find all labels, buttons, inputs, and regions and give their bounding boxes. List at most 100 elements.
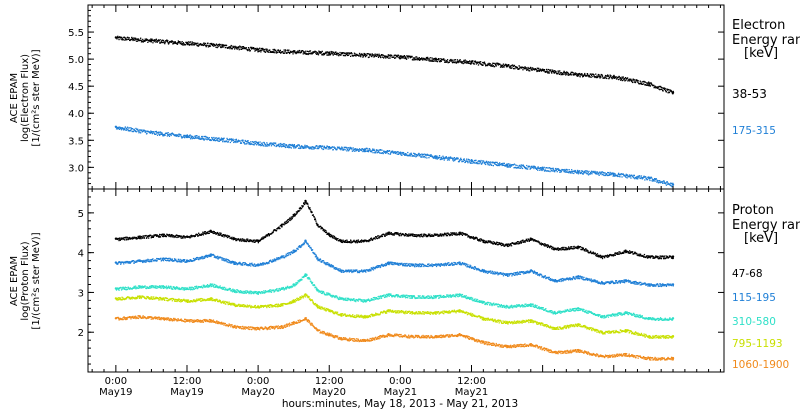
data-point [581,74,583,76]
data-point [345,269,347,271]
data-point [390,261,392,263]
data-point [229,261,231,263]
data-point [645,82,648,84]
data-point [286,144,288,147]
data-point [395,262,397,264]
data-point [274,52,276,54]
data-point [388,150,391,152]
data-point [550,71,552,73]
data-point [338,268,340,270]
data-point [544,71,546,73]
data-point [530,67,532,69]
data-point [541,243,543,245]
data-point [648,177,651,180]
data-point [602,173,604,175]
data-point [394,57,396,59]
data-point [663,181,665,183]
data-point [423,155,425,158]
data-point [506,165,508,167]
data-point [537,70,539,72]
data-point [114,125,118,128]
data-point [235,46,237,48]
data-point [446,232,448,234]
data-point [598,74,600,76]
data-point [409,153,411,155]
data-point [262,48,265,50]
data-point [219,232,221,234]
data-point [176,134,179,136]
data-point [546,70,548,72]
data-point [671,91,675,94]
data-point [259,263,261,266]
data-point [599,256,601,258]
data-point [347,54,349,57]
data-point [264,143,266,145]
data-point [378,151,380,154]
data-point [584,172,586,174]
data-point [221,257,223,259]
data-point [228,46,231,48]
data-point [405,56,407,59]
data-point [273,145,276,147]
data-point [224,47,226,49]
data-point [143,129,145,131]
data-point [346,269,348,272]
data-point [176,236,178,239]
data-point [237,140,239,143]
data-point [373,148,375,150]
data-point [421,57,423,60]
data-point [562,248,565,251]
data-point [282,255,284,257]
data-point [255,264,257,266]
data-point [367,270,369,272]
data-point [209,45,212,47]
data-point [331,265,333,267]
data-point [216,46,218,49]
data-point [255,140,257,143]
data-point [446,157,448,159]
data-point [459,159,461,161]
data-point [204,232,206,235]
data-point [294,215,296,217]
data-point [212,44,214,47]
data-point [260,238,262,241]
data-point [202,44,204,47]
data-point [573,248,575,250]
data-point [558,70,560,72]
data-point [372,239,374,241]
data-point [469,264,471,266]
data-point [425,234,427,236]
data-point [278,51,280,53]
data-point [455,61,457,63]
data-point [257,51,259,53]
data-point [310,147,312,149]
data-point [288,147,290,149]
data-point [581,172,583,175]
data-point [170,234,172,236]
data-point [482,64,484,66]
data-point [164,134,166,136]
data-point [178,41,180,43]
data-point [444,262,447,264]
data-point [200,43,202,45]
data-point [154,41,157,43]
data-point [175,134,177,136]
data-point [150,39,153,42]
data-point [335,53,337,55]
data-point [496,164,498,166]
data-point [372,267,374,270]
data-point [578,247,580,249]
data-point [671,255,675,258]
data-point [240,239,242,241]
data-point [624,249,627,252]
data-point [379,55,381,57]
data-point [477,161,479,163]
data-point [261,264,263,266]
data-point [340,148,342,150]
data-point [450,232,453,234]
data-point [129,129,131,132]
data-point [250,47,252,49]
data-point [216,44,218,46]
data-point [138,132,140,134]
data-point [527,66,529,69]
